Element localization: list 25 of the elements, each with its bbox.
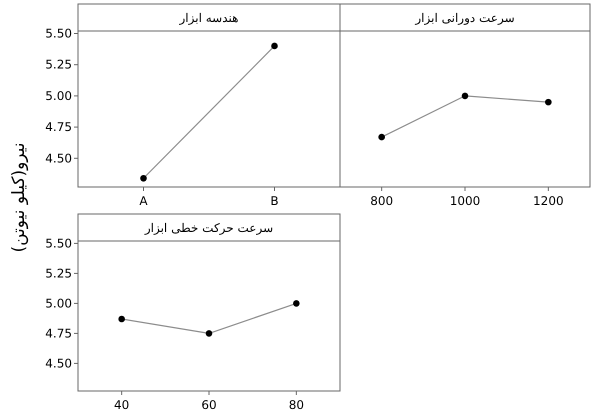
y-tick-label: 5.25 xyxy=(45,58,72,72)
y-tick-label: 4.50 xyxy=(45,356,72,370)
chart-title: هندسه ابزار xyxy=(178,11,238,25)
x-tick-label: 1000 xyxy=(450,194,480,208)
y-tick-label: 4.75 xyxy=(45,120,72,134)
y-tick-label: 5.25 xyxy=(45,266,72,280)
x-tick-label: 60 xyxy=(201,398,217,412)
y-tick-label: 5.50 xyxy=(45,236,72,250)
y-tick-label: 4.75 xyxy=(45,326,72,340)
chart-title: سرعت حرکت خطی ابزار xyxy=(144,221,274,235)
y-tick-label: 5.00 xyxy=(45,296,72,310)
y-tick-label: 4.50 xyxy=(45,151,72,166)
x-tick-label: B xyxy=(270,194,279,208)
x-tick-label: 40 xyxy=(114,398,130,412)
x-tick-label: 1200 xyxy=(533,194,564,208)
y-tick-label: 5.00 xyxy=(45,88,72,103)
point xyxy=(206,330,212,337)
chart-title: سرعت دورانی ابزار xyxy=(414,11,515,25)
point xyxy=(293,300,300,307)
y-tick-label: 5.50 xyxy=(45,26,72,40)
point xyxy=(118,316,125,322)
x-tick-label: 80 xyxy=(288,398,304,412)
x-tick-label: 800 xyxy=(370,194,394,208)
x-tick-label: A xyxy=(139,194,148,208)
y-axis-title: نیرو(کیلو نیوتن) xyxy=(9,142,29,253)
